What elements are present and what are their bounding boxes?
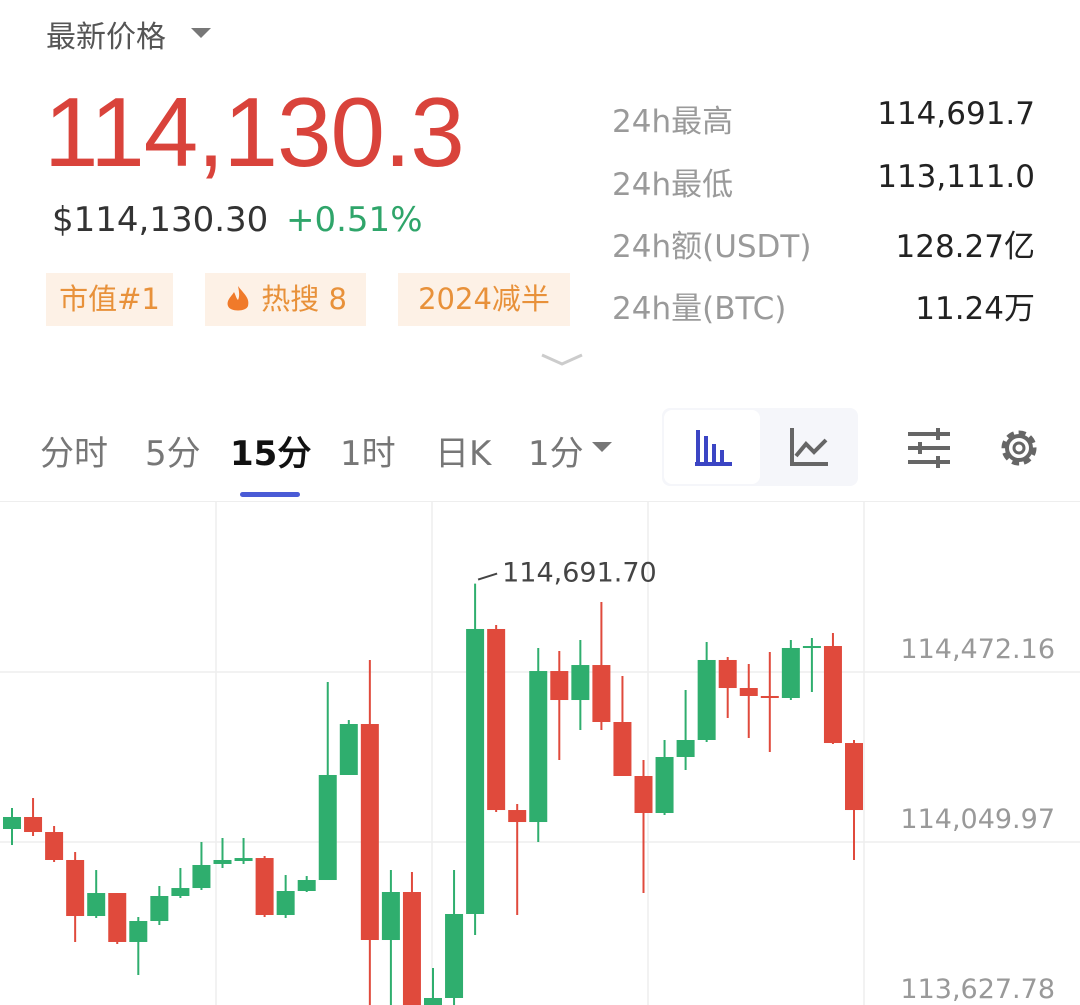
tab[interactable]: 5分: [145, 434, 201, 474]
tag[interactable]: 2024减半: [398, 273, 570, 326]
candle-body: [424, 997, 442, 1005]
candle-body: [297, 880, 316, 892]
stat-label: 24h最低: [612, 167, 734, 203]
stat-value: 11.24万: [915, 291, 1035, 327]
annotation-line: [477, 572, 498, 581]
settings-icon[interactable]: [1001, 430, 1037, 466]
usd-price: $114,130.30: [52, 200, 269, 240]
indicator-icon[interactable]: [908, 428, 950, 468]
candle-body: [739, 688, 758, 696]
stat-value: 128.27亿: [895, 229, 1035, 265]
candle-body: [66, 859, 85, 917]
stat-value: 113,111.0: [877, 159, 1035, 195]
stat-value: 114,691.7: [877, 96, 1035, 132]
candle-body: [234, 858, 253, 862]
tag[interactable]: 热搜 8: [205, 273, 366, 326]
tab-active[interactable]: 15分: [230, 434, 312, 474]
candle-body: [550, 671, 569, 701]
candle-body: [24, 816, 43, 833]
candle-body: [613, 722, 632, 776]
candle-body: [255, 858, 274, 916]
candle-body: [508, 810, 527, 823]
divider: [0, 501, 1080, 502]
candle-body: [276, 891, 295, 916]
candle-body: [129, 921, 148, 942]
fire-icon: [227, 286, 249, 311]
candle-body: [150, 895, 169, 922]
vertical-grid: [215, 502, 865, 1005]
candle-body: [718, 659, 737, 689]
candle-body: [634, 775, 653, 814]
candle-body: [360, 724, 379, 941]
y-tick-label: 113,627.78: [900, 974, 1055, 1005]
stat-label: 24h量(BTC): [612, 291, 787, 327]
line-icon[interactable]: [790, 428, 828, 466]
candle-body: [571, 665, 590, 701]
dropdown-icon: [592, 442, 612, 452]
tab[interactable]: 1分: [528, 434, 584, 474]
candle-body: [655, 756, 674, 814]
stat-label: 24h最高: [612, 104, 734, 140]
candle-body: [592, 665, 611, 723]
candle-body: [213, 859, 232, 864]
candle-body: [318, 774, 337, 881]
candle-body: [45, 832, 64, 860]
candle-icon: [695, 430, 732, 466]
toolbar: [662, 408, 1037, 486]
candle-body: [171, 888, 190, 896]
y-tick-label: 114,049.97: [900, 804, 1055, 835]
candle-body: [676, 740, 695, 757]
candle-body: [487, 628, 506, 811]
change: +0.51%: [286, 200, 423, 240]
candle-body: [802, 646, 821, 649]
candle-body: [381, 892, 400, 941]
candle-body: [3, 816, 21, 829]
dropdown-icon: [191, 28, 211, 38]
tab[interactable]: 分时: [40, 434, 108, 474]
tag[interactable]: 市值#1: [46, 273, 173, 326]
candle-body: [845, 743, 863, 811]
candle-body: [781, 647, 800, 699]
tab[interactable]: 1时: [340, 434, 396, 474]
candle-body: [697, 659, 716, 741]
tab-underline: [240, 492, 300, 497]
candle-body: [760, 695, 779, 699]
last-price: 114,130.3: [44, 77, 465, 187]
y-tick-label: 114,472.16: [900, 634, 1055, 665]
candle-body: [466, 628, 485, 914]
expand-icon[interactable]: [540, 352, 584, 368]
candle-body: [402, 892, 421, 1005]
annotation: 114,691.70: [502, 558, 657, 589]
tag-text: 热搜 8: [261, 282, 347, 316]
tab[interactable]: 日K: [435, 434, 492, 474]
stat-label: 24h额(USDT): [612, 229, 812, 265]
candle-body: [192, 864, 211, 889]
candle-body: [108, 893, 127, 942]
candle-body: [87, 893, 106, 917]
candle-body: [339, 724, 358, 775]
candle-body: [823, 646, 842, 744]
candle-body: [445, 913, 464, 998]
candle-body: [529, 671, 548, 823]
price-label[interactable]: 最新价格: [46, 20, 166, 55]
